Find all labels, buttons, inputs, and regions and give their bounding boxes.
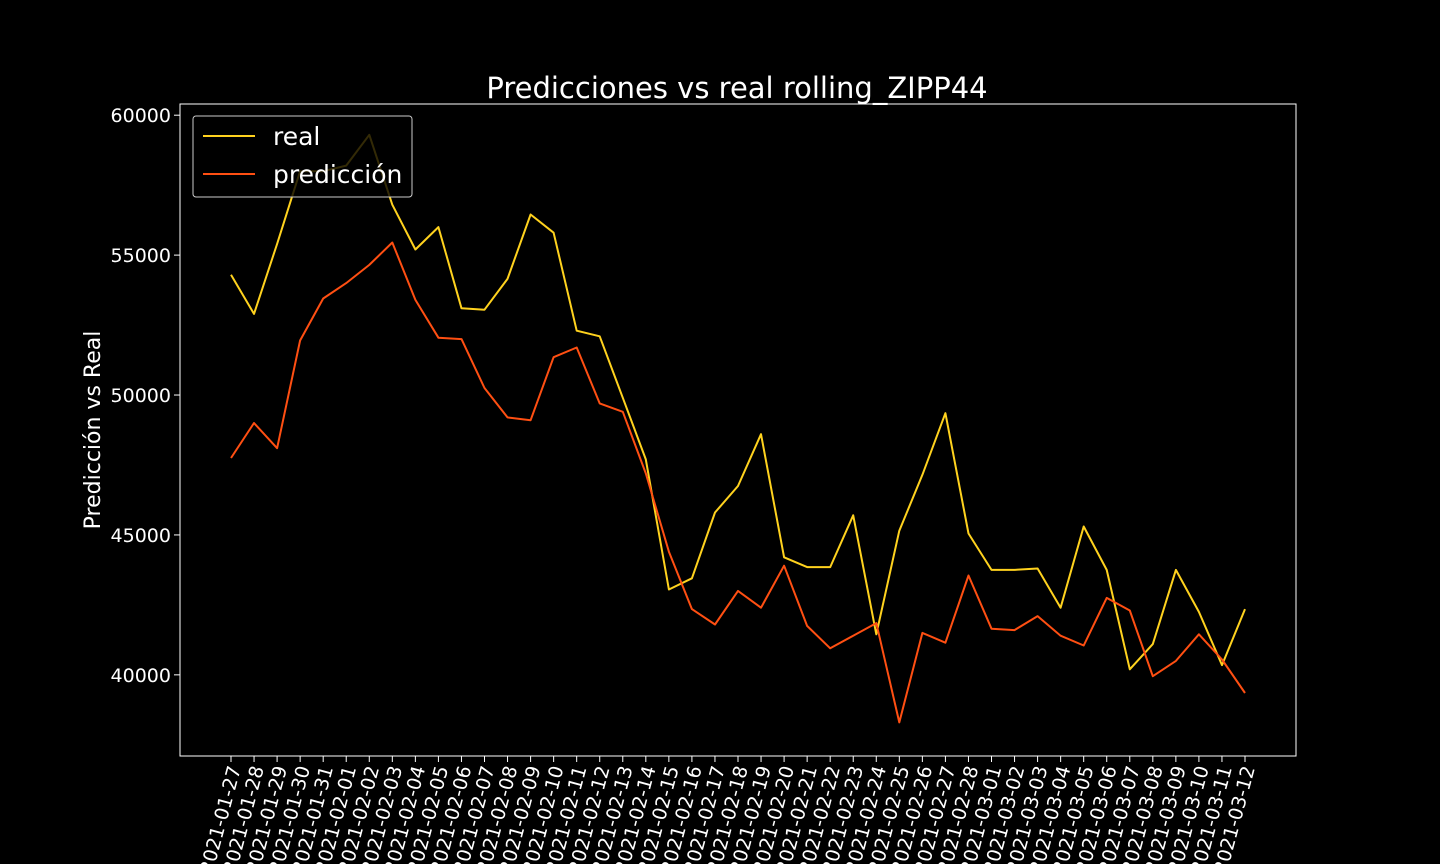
legend-label: real	[273, 122, 320, 151]
series-line-real	[230, 133, 1246, 671]
series-line-prediccion	[230, 241, 1246, 724]
series-layer	[230, 133, 1246, 724]
legend: real predicción	[192, 115, 413, 198]
y-tick-label: 40000	[111, 665, 171, 687]
y-tick-label: 45000	[111, 525, 171, 547]
y-axis: 40000 45000 50000 55000 60000	[111, 105, 180, 687]
y-tick-label: 50000	[111, 385, 171, 407]
y-tick-label: 60000	[111, 105, 171, 127]
y-tick-label: 55000	[111, 245, 171, 267]
plot-area	[179, 103, 1297, 757]
legend-label: predicción	[273, 160, 402, 189]
y-axis-label: Predicción vs Real	[81, 331, 106, 530]
chart-title: Predicciones vs real rolling_ZIPP44	[486, 71, 987, 105]
x-axis: 2021-01-272021-01-282021-01-292021-01-30…	[196, 756, 1260, 864]
